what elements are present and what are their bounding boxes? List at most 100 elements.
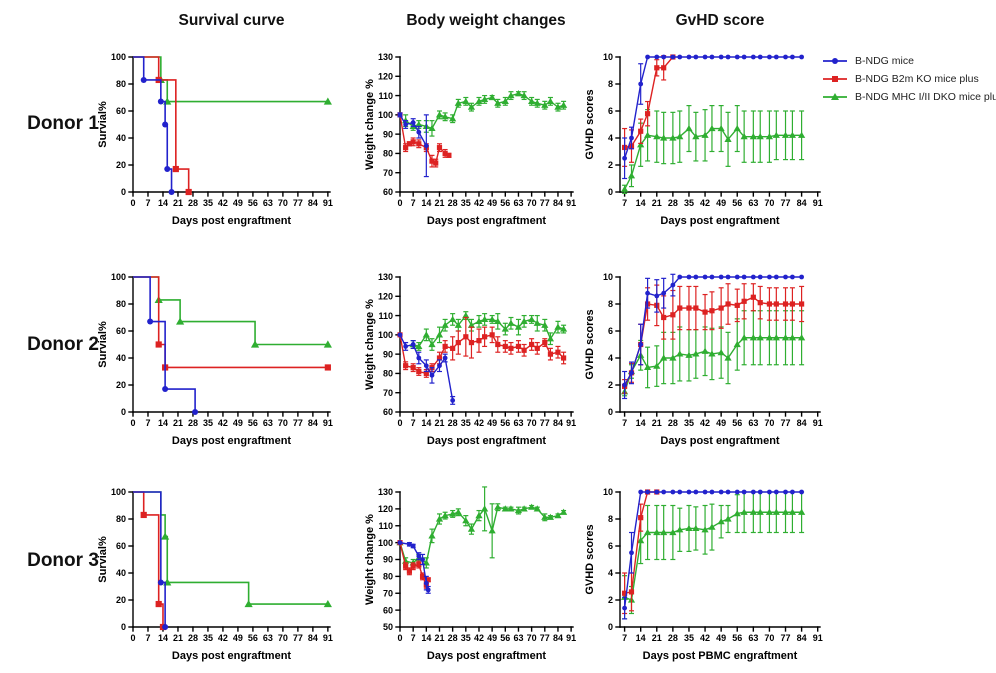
chart-donor1-gvhd-score: 7 14 21 28 35 42 49 56 63 70 77 84 91 0 2 4 6 8 10 Days pos… xyxy=(584,52,823,227)
svg-text:35: 35 xyxy=(684,418,694,428)
svg-text:77: 77 xyxy=(540,418,550,428)
svg-text:Days post engraftment: Days post engraftment xyxy=(172,435,292,447)
svg-text:84: 84 xyxy=(308,198,318,208)
svg-text:14: 14 xyxy=(636,198,646,208)
svg-text:28: 28 xyxy=(188,633,198,643)
chart-donor3-survival: 0 7 14 21 28 35 42 49 56 63 70 77 84 91020406080100Da… xyxy=(97,487,333,662)
svg-text:49: 49 xyxy=(233,418,243,428)
svg-text:7: 7 xyxy=(622,418,627,428)
svg-text:77: 77 xyxy=(540,198,550,208)
svg-text:100: 100 xyxy=(111,487,126,497)
svg-text:14: 14 xyxy=(158,633,168,643)
svg-text:110: 110 xyxy=(378,521,393,531)
svg-text:28: 28 xyxy=(188,198,198,208)
svg-text:6: 6 xyxy=(608,326,613,336)
svg-text:80: 80 xyxy=(383,149,393,159)
svg-text:63: 63 xyxy=(748,198,758,208)
svg-text:Weight change %: Weight change % xyxy=(364,514,376,605)
svg-text:14: 14 xyxy=(158,418,168,428)
svg-text:70: 70 xyxy=(527,633,537,643)
svg-text:56: 56 xyxy=(732,198,742,208)
svg-text:10: 10 xyxy=(603,487,613,497)
svg-text:6: 6 xyxy=(608,106,613,116)
svg-text:100: 100 xyxy=(378,330,393,340)
svg-text:42: 42 xyxy=(700,633,710,643)
svg-text:90: 90 xyxy=(383,129,393,139)
svg-text:35: 35 xyxy=(461,418,471,428)
svg-text:56: 56 xyxy=(248,633,258,643)
svg-text:7: 7 xyxy=(622,198,627,208)
row-label-donor-3: Donor 3 xyxy=(27,550,99,571)
svg-text:Days post PBMC engraftment: Days post PBMC engraftment xyxy=(643,650,798,662)
legend: B-NDG mice B-NDG B2m KO mice plus B-NDG … xyxy=(822,52,996,106)
svg-text:40: 40 xyxy=(116,133,126,143)
svg-text:35: 35 xyxy=(203,198,213,208)
svg-text:110: 110 xyxy=(378,91,393,101)
svg-text:10: 10 xyxy=(603,272,613,282)
svg-text:2: 2 xyxy=(608,380,613,390)
svg-text:80: 80 xyxy=(383,572,393,582)
svg-text:2: 2 xyxy=(608,595,613,605)
svg-text:130: 130 xyxy=(378,487,393,497)
svg-text:Survial%: Survial% xyxy=(97,536,109,583)
svg-text:Days post engraftment: Days post engraftment xyxy=(427,215,547,227)
svg-text:77: 77 xyxy=(781,418,791,428)
svg-text:28: 28 xyxy=(448,633,458,643)
svg-text:56: 56 xyxy=(248,198,258,208)
svg-text:Weight change %: Weight change % xyxy=(364,299,376,390)
svg-text:0: 0 xyxy=(130,418,135,428)
svg-text:7: 7 xyxy=(411,198,416,208)
svg-text:4: 4 xyxy=(608,133,613,143)
svg-text:70: 70 xyxy=(278,418,288,428)
svg-text:8: 8 xyxy=(608,514,613,524)
svg-text:0: 0 xyxy=(397,418,402,428)
svg-text:56: 56 xyxy=(500,418,510,428)
svg-text:63: 63 xyxy=(513,198,523,208)
svg-text:Days post engraftment: Days post engraftment xyxy=(172,650,292,662)
svg-text:0: 0 xyxy=(121,187,126,197)
svg-text:0: 0 xyxy=(397,198,402,208)
legend-item-bndg: B-NDG mice xyxy=(822,52,996,70)
svg-text:77: 77 xyxy=(293,198,303,208)
svg-text:56: 56 xyxy=(732,418,742,428)
svg-text:60: 60 xyxy=(116,326,126,336)
svg-text:100: 100 xyxy=(378,110,393,120)
svg-text:77: 77 xyxy=(293,418,303,428)
svg-text:28: 28 xyxy=(448,198,458,208)
svg-text:91: 91 xyxy=(566,198,576,208)
svg-text:35: 35 xyxy=(203,418,213,428)
svg-text:84: 84 xyxy=(553,633,563,643)
svg-text:28: 28 xyxy=(668,633,678,643)
svg-text:42: 42 xyxy=(474,418,484,428)
svg-text:70: 70 xyxy=(527,418,537,428)
svg-text:0: 0 xyxy=(130,198,135,208)
svg-text:84: 84 xyxy=(797,198,807,208)
svg-text:49: 49 xyxy=(487,418,497,428)
svg-text:91: 91 xyxy=(566,633,576,643)
svg-text:63: 63 xyxy=(263,198,273,208)
svg-text:35: 35 xyxy=(461,633,471,643)
svg-text:49: 49 xyxy=(233,633,243,643)
svg-text:35: 35 xyxy=(684,633,694,643)
svg-text:0: 0 xyxy=(608,187,613,197)
svg-text:21: 21 xyxy=(173,633,183,643)
svg-text:0: 0 xyxy=(130,633,135,643)
svg-text:42: 42 xyxy=(474,633,484,643)
svg-text:70: 70 xyxy=(383,388,393,398)
svg-text:4: 4 xyxy=(608,568,613,578)
svg-text:91: 91 xyxy=(323,198,333,208)
svg-text:21: 21 xyxy=(173,198,183,208)
legend-marker-circle-icon xyxy=(823,58,847,64)
svg-text:Survial%: Survial% xyxy=(97,101,109,148)
svg-text:56: 56 xyxy=(248,418,258,428)
svg-text:21: 21 xyxy=(173,418,183,428)
svg-text:Days post engraftment: Days post engraftment xyxy=(427,435,547,447)
legend-marker-triangle-icon xyxy=(823,93,847,100)
legend-marker-square-icon xyxy=(823,76,847,82)
svg-text:Weight change %: Weight change % xyxy=(364,79,376,170)
legend-label: B-NDG mice xyxy=(855,55,914,67)
svg-text:100: 100 xyxy=(111,272,126,282)
svg-text:91: 91 xyxy=(813,198,823,208)
svg-text:7: 7 xyxy=(622,633,627,643)
